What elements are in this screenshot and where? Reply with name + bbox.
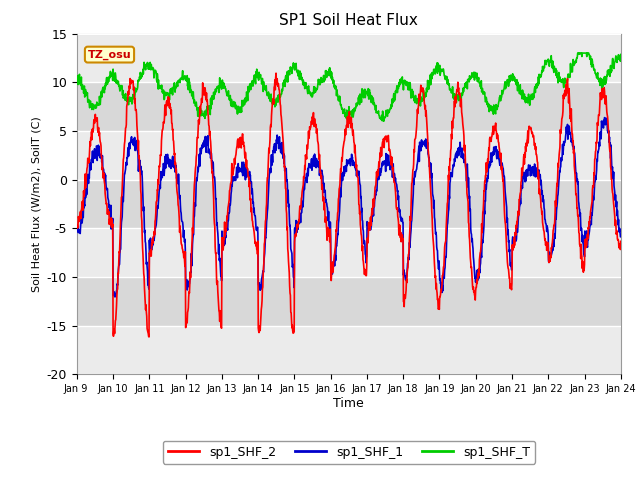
sp1_SHF_T: [180, 76, 188, 82]
sp1_SHF_T: [255, 77, 262, 83]
sp1_SHF_T: [73, 78, 81, 84]
sp1_SHF_T: [617, 51, 625, 57]
sp1_SHF_1: [553, 207, 561, 213]
sp1_SHF_1: [255, 280, 263, 286]
sp1_SHF_2: [434, 296, 442, 302]
Y-axis label: Soil Heat Flux (W/m2), SoilT (C): Soil Heat Flux (W/m2), SoilT (C): [31, 116, 41, 292]
sp1_SHF_T: [194, 113, 202, 119]
sp1_SHF_2: [195, 127, 202, 133]
sp1_SHF_T: [574, 50, 582, 56]
Bar: [77, 228, 621, 277]
sp1_SHF_2: [181, 264, 189, 269]
Text: TZ_osu: TZ_osu: [88, 49, 131, 60]
sp1_SHF_1: [601, 115, 609, 120]
sp1_SHF_2: [553, 180, 561, 186]
sp1_SHF_T: [434, 71, 442, 76]
sp1_SHF_T: [553, 68, 561, 73]
sp1_SHF_2: [272, 70, 280, 76]
Bar: [77, 131, 621, 180]
sp1_SHF_1: [505, 239, 513, 245]
sp1_SHF_1: [617, 234, 625, 240]
Line: sp1_SHF_1: sp1_SHF_1: [77, 118, 621, 297]
sp1_SHF_2: [255, 330, 263, 336]
sp1_SHF_1: [73, 223, 81, 229]
sp1_SHF_2: [617, 239, 625, 244]
Line: sp1_SHF_T: sp1_SHF_T: [77, 53, 621, 121]
Bar: [77, 326, 621, 374]
sp1_SHF_1: [195, 169, 202, 175]
sp1_SHF_T: [505, 84, 513, 89]
sp1_SHF_2: [505, 271, 513, 276]
sp1_SHF_1: [111, 294, 119, 300]
Legend: sp1_SHF_2, sp1_SHF_1, sp1_SHF_T: sp1_SHF_2, sp1_SHF_1, sp1_SHF_T: [163, 441, 535, 464]
sp1_SHF_1: [434, 248, 442, 253]
Title: SP1 Soil Heat Flux: SP1 Soil Heat Flux: [280, 13, 418, 28]
Line: sp1_SHF_2: sp1_SHF_2: [77, 73, 621, 337]
Bar: [77, 34, 621, 82]
sp1_SHF_T: [346, 119, 353, 124]
sp1_SHF_2: [145, 334, 153, 340]
X-axis label: Time: Time: [333, 397, 364, 410]
sp1_SHF_1: [181, 236, 189, 242]
sp1_SHF_2: [73, 225, 81, 230]
